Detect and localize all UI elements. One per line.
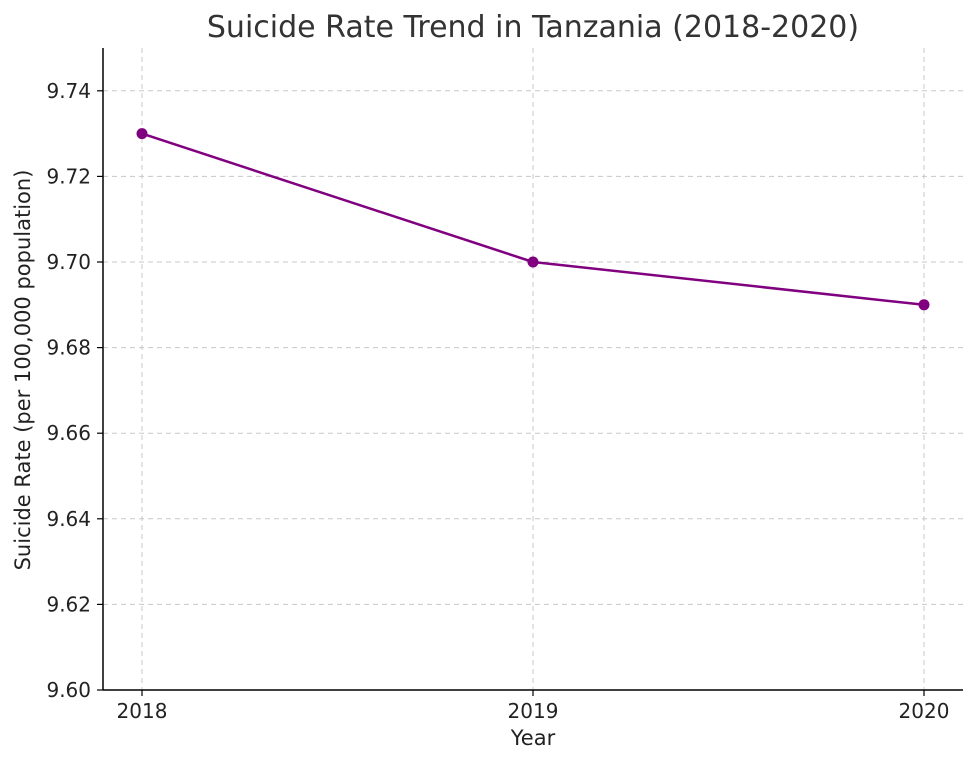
grid-layer [103,48,963,690]
x-axis-label: Year [510,726,556,750]
data-point-2019 [527,256,539,268]
data-point-2020 [918,299,930,311]
y-tick-label: 9.60 [46,678,91,702]
y-tick-label: 9.62 [46,592,91,616]
ticks-layer: 9.60 9.62 9.64 9.66 9.68 9.70 9.72 9.74 2018 2019… [46,79,949,723]
data-point-2018 [136,128,148,140]
y-tick-label: 9.64 [46,507,91,531]
x-tick-label: 2020 [899,699,950,723]
y-axis-label: Suicide Rate (per 100,000 population) [11,170,35,571]
chart-title: Suicide Rate Trend in Tanzania (2018-202… [207,10,859,45]
series-layer [136,128,930,311]
x-tick-label: 2018 [117,699,168,723]
y-tick-label: 9.72 [46,164,91,188]
y-tick-label: 9.70 [46,250,91,274]
y-tick-label: 9.66 [46,421,91,445]
axes-layer [102,48,963,691]
y-tick-label: 9.74 [46,79,91,103]
y-tick-label: 9.68 [46,336,91,360]
x-tick-label: 2019 [508,699,559,723]
